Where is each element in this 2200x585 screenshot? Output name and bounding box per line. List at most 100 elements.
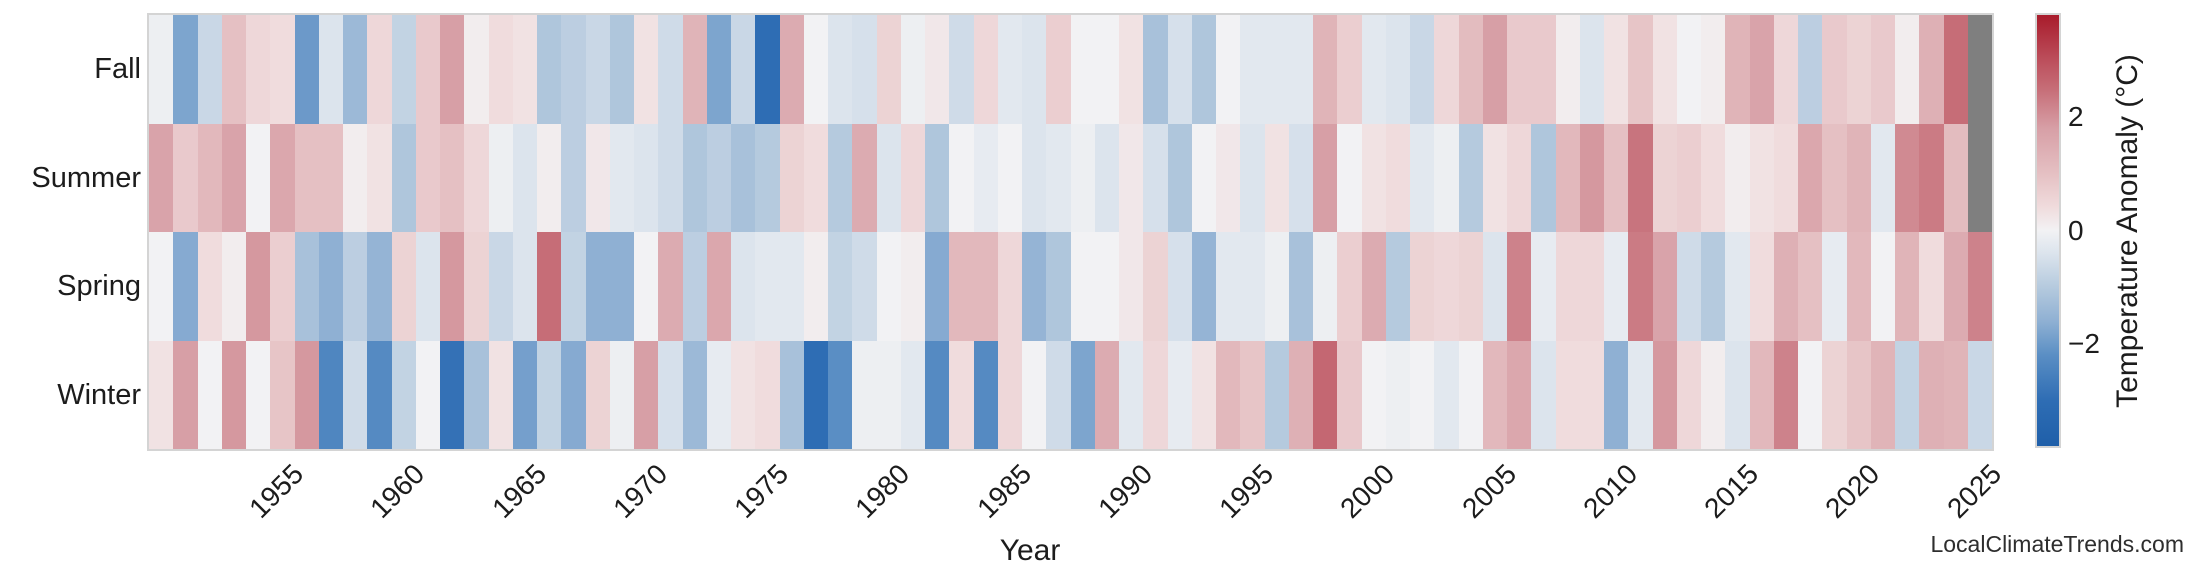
heatmap-cell (1943, 123, 1969, 233)
heatmap-cell (488, 123, 514, 233)
x-tick-label: 1995 (1213, 458, 1280, 524)
heatmap-cell (1313, 232, 1338, 342)
heatmap-cell (1967, 340, 1992, 449)
heatmap-cell (949, 232, 975, 342)
heatmap-cell (173, 340, 199, 449)
heatmap-cell (1725, 123, 1751, 233)
heatmap-cell (1870, 123, 1896, 233)
heatmap-cell (1434, 123, 1460, 233)
heatmap-cell (415, 123, 441, 233)
heatmap-cell (1967, 15, 1992, 125)
heatmap-cell (391, 232, 417, 342)
x-tick-label: 1970 (607, 458, 674, 524)
heatmap-cell (1313, 340, 1338, 449)
heatmap-cell (900, 340, 926, 449)
row-label: Summer (31, 161, 141, 194)
heatmap-cell (1458, 123, 1484, 233)
heatmap-cell (367, 232, 393, 342)
heatmap-cell (973, 15, 999, 125)
x-tick-label: 1980 (849, 458, 916, 524)
heatmap-cell (1482, 123, 1508, 233)
heatmap-cell (682, 15, 708, 125)
heatmap-cell (1119, 340, 1144, 449)
heatmap-cell (1604, 15, 1629, 125)
heatmap-cell (1313, 15, 1338, 125)
heatmap-cell (731, 340, 756, 449)
heatmap-cell (731, 123, 756, 233)
heatmap-cell (246, 340, 271, 449)
heatmap-cell (1337, 340, 1363, 449)
x-tick-label: 2005 (1455, 458, 1522, 524)
heatmap-cell (1773, 15, 1799, 125)
heatmap-cell (900, 123, 926, 233)
heatmap-cell (343, 340, 368, 449)
heatmap-cell (1094, 232, 1120, 342)
heatmap-cell (488, 232, 514, 342)
x-tick-label: 1960 (364, 458, 431, 524)
heatmap-cell (1264, 340, 1290, 449)
heatmap-cell (1191, 232, 1217, 342)
heatmap-cell (1822, 15, 1848, 125)
heatmap-cell (1022, 123, 1047, 233)
heatmap-cell (561, 340, 587, 449)
heatmap-cell (197, 15, 223, 125)
heatmap-cell (1676, 15, 1702, 125)
heatmap-cell (149, 340, 174, 449)
heatmap-cell (1361, 15, 1387, 125)
heatmap-cell (1216, 340, 1241, 449)
heatmap-cell (561, 232, 587, 342)
heatmap-cell (828, 123, 853, 233)
heatmap-cell (1628, 340, 1654, 449)
heatmap-cell (658, 123, 684, 233)
heatmap-cell (1434, 232, 1460, 342)
heatmap-cell (512, 123, 538, 233)
heatmap-cell (294, 340, 320, 449)
heatmap-cell (1288, 340, 1314, 449)
heatmap-cell (1507, 123, 1532, 233)
heatmap-cell (1798, 123, 1823, 233)
heatmap-cell (1046, 340, 1072, 449)
heatmap-cell (1070, 15, 1096, 125)
heatmap-cell (415, 15, 441, 125)
heatmap-cell (1458, 15, 1484, 125)
heatmap-cell (318, 340, 344, 449)
heatmap-cell (1895, 340, 1920, 449)
heatmap-cell (658, 340, 684, 449)
heatmap-cell (1895, 123, 1920, 233)
heatmap-cell (1410, 340, 1435, 449)
heatmap-cell (997, 232, 1023, 342)
heatmap-cell (852, 15, 878, 125)
heatmap-cell (1725, 340, 1751, 449)
heatmap-cell (1798, 232, 1823, 342)
heatmap-cell (1798, 15, 1823, 125)
heatmap-cell (1725, 15, 1751, 125)
heatmap-cell (1555, 232, 1581, 342)
heatmap-cell (585, 232, 611, 342)
heatmap-cell (1579, 15, 1605, 125)
heatmap-cell (585, 123, 611, 233)
heatmap-cell (1749, 123, 1775, 233)
heatmap-cell (1895, 232, 1920, 342)
heatmap-cell (1967, 232, 1992, 342)
heatmap-cell (925, 123, 950, 233)
heatmap-cell (609, 123, 635, 233)
heatmap-cell (1167, 123, 1193, 233)
row-label: Spring (57, 270, 141, 303)
heatmap-cell (1604, 340, 1629, 449)
heatmap-cell (949, 123, 975, 233)
heatmap-cell (1870, 340, 1896, 449)
heatmap-cell (1701, 123, 1726, 233)
heatmap-cell (731, 232, 756, 342)
heatmap-cell (779, 15, 805, 125)
heatmap-cell (731, 15, 756, 125)
heatmap-cell (876, 340, 902, 449)
heatmap-cell (270, 340, 296, 449)
heatmap-cell (561, 15, 587, 125)
heatmap-cell (391, 15, 417, 125)
heatmap-cell (876, 15, 902, 125)
heatmap-cell (1482, 15, 1508, 125)
x-tick-label: 1990 (1092, 458, 1159, 524)
heatmap-cell (1628, 232, 1654, 342)
x-tick-label: 2000 (1334, 458, 1401, 524)
heatmap-cell (367, 123, 393, 233)
